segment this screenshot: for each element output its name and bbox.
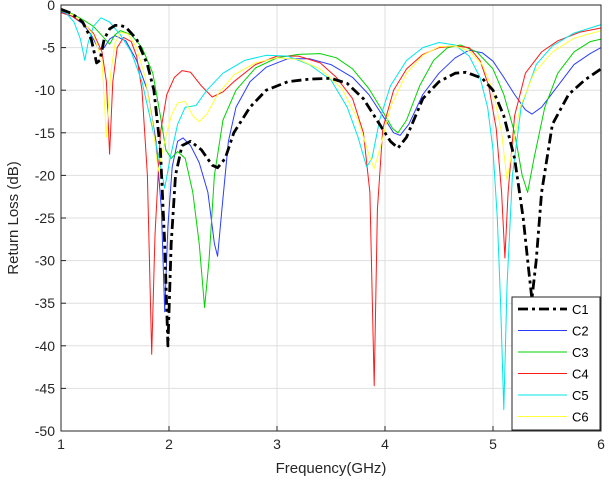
y-tick-label: -50 xyxy=(35,423,55,439)
legend-label-c4: C4 xyxy=(572,367,589,382)
x-axis-label: Frequency(GHz) xyxy=(276,460,387,477)
x-tick-label: 5 xyxy=(489,436,497,452)
y-tick-label: -5 xyxy=(43,40,56,56)
x-tick-label: 4 xyxy=(381,436,389,452)
legend-label-c1: C1 xyxy=(572,302,589,317)
grid xyxy=(60,4,602,432)
y-tick-label: -15 xyxy=(35,125,55,141)
series-line-c6 xyxy=(60,9,602,181)
y-tick-label: -35 xyxy=(35,295,55,311)
series-lines xyxy=(60,7,602,411)
legend-label-c2: C2 xyxy=(572,324,589,339)
y-tick-label: -30 xyxy=(35,253,55,269)
y-axis-label: Return Loss (dB) xyxy=(5,161,22,274)
axis-ticks: 1 2 3 4 5 6 0 -5 -10 -15 -20 -25 -30 -35 -40 -45 -50 xyxy=(35,0,605,452)
series-line-c5 xyxy=(60,8,602,411)
y-tick-label: -40 xyxy=(35,338,55,354)
y-tick-label: -10 xyxy=(35,82,55,98)
x-tick-label: 1 xyxy=(57,436,65,452)
legend-label-c3: C3 xyxy=(572,345,589,360)
legend-box xyxy=(511,296,601,431)
x-tick-label: 3 xyxy=(273,436,281,452)
series-line-c2 xyxy=(60,11,602,313)
x-tick-label: 6 xyxy=(597,436,605,452)
legend-label-c6: C6 xyxy=(572,410,589,425)
legend-label-c5: C5 xyxy=(572,388,589,403)
y-tick-label: -25 xyxy=(35,210,55,226)
x-tick-label: 2 xyxy=(165,436,173,452)
y-tick-label: -45 xyxy=(35,380,55,396)
y-tick-label: 0 xyxy=(47,0,55,13)
y-tick-label: -20 xyxy=(35,167,55,183)
series-line-c1 xyxy=(60,7,602,348)
legend: C1 C2 C3 C4 C5 C6 xyxy=(511,296,601,431)
